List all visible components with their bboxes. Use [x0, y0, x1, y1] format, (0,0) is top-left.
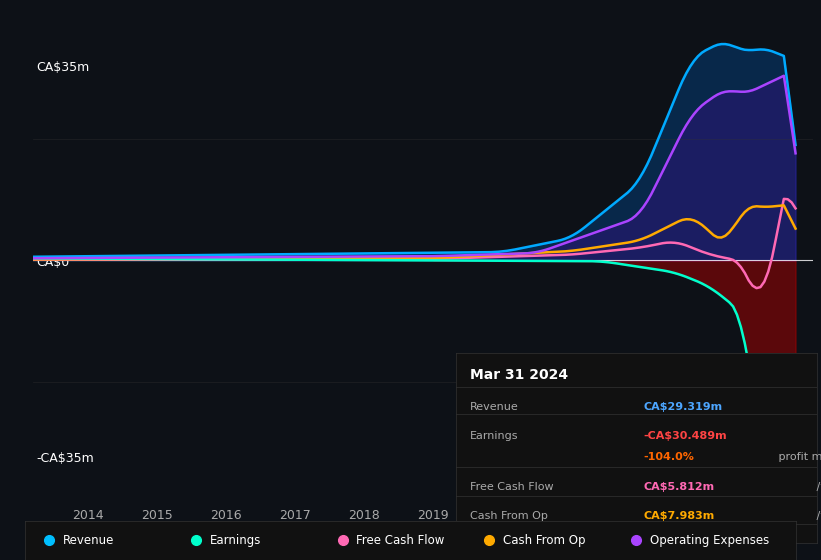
Text: CA$29.319m: CA$29.319m [644, 402, 722, 412]
Text: CA$24.982m: CA$24.982m [644, 538, 722, 548]
Text: Earnings: Earnings [470, 431, 519, 441]
Text: -CA$35m: -CA$35m [37, 452, 94, 465]
Text: Cash From Op: Cash From Op [470, 511, 548, 521]
Text: /yr: /yr [813, 511, 821, 521]
Text: Free Cash Flow: Free Cash Flow [356, 534, 445, 547]
Text: Cash From Op: Cash From Op [503, 534, 585, 547]
Text: Operating Expenses: Operating Expenses [649, 534, 769, 547]
Text: /yr: /yr [813, 482, 821, 492]
Text: CA$35m: CA$35m [37, 60, 90, 74]
Text: CA$0: CA$0 [37, 256, 70, 269]
Text: profit margin: profit margin [775, 452, 821, 462]
Text: -CA$30.489m: -CA$30.489m [644, 431, 727, 441]
Text: -104.0%: -104.0% [644, 452, 695, 462]
Text: Revenue: Revenue [63, 534, 115, 547]
Text: CA$5.812m: CA$5.812m [644, 482, 714, 492]
Text: Free Cash Flow: Free Cash Flow [470, 482, 553, 492]
Text: CA$7.983m: CA$7.983m [644, 511, 715, 521]
Text: Revenue: Revenue [470, 402, 519, 412]
Text: Earnings: Earnings [210, 534, 261, 547]
Text: Mar 31 2024: Mar 31 2024 [470, 368, 568, 382]
Text: Operating Expenses: Operating Expenses [470, 538, 582, 548]
